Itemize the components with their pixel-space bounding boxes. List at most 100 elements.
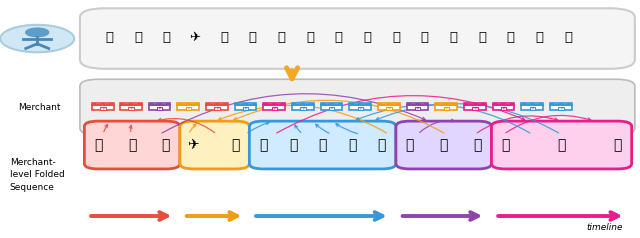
FancyBboxPatch shape (568, 103, 572, 105)
Text: 🥛: 🥛 (134, 31, 142, 44)
FancyBboxPatch shape (481, 103, 486, 105)
Text: 📱: 📱 (364, 31, 371, 44)
FancyBboxPatch shape (550, 103, 554, 105)
Text: ⚡: ⚡ (445, 106, 448, 111)
Text: 🥛: 🥛 (319, 138, 327, 152)
FancyBboxPatch shape (92, 105, 114, 110)
Text: ⚡: ⚡ (358, 106, 362, 111)
Circle shape (26, 28, 49, 37)
FancyBboxPatch shape (263, 103, 268, 105)
FancyBboxPatch shape (252, 103, 257, 105)
FancyBboxPatch shape (281, 103, 285, 105)
FancyBboxPatch shape (493, 103, 497, 105)
FancyBboxPatch shape (186, 107, 191, 110)
FancyBboxPatch shape (195, 103, 199, 105)
FancyArrowPatch shape (104, 125, 108, 132)
Text: 🍲: 🍲 (614, 138, 622, 152)
Text: 🍚: 🍚 (501, 138, 509, 152)
Text: 🍚: 🍚 (277, 31, 285, 44)
Text: 📱: 📱 (406, 138, 414, 152)
FancyBboxPatch shape (358, 103, 362, 105)
FancyBboxPatch shape (435, 105, 457, 110)
Text: 🥛: 🥛 (335, 31, 342, 44)
Text: ⚡: ⚡ (215, 106, 219, 111)
FancyBboxPatch shape (80, 79, 635, 135)
FancyBboxPatch shape (415, 107, 420, 110)
FancyArrowPatch shape (189, 124, 196, 132)
FancyBboxPatch shape (387, 107, 392, 110)
FancyBboxPatch shape (424, 103, 429, 105)
FancyArrowPatch shape (234, 100, 444, 133)
Text: 🥦: 🥦 (392, 31, 400, 44)
FancyBboxPatch shape (250, 121, 396, 169)
FancyBboxPatch shape (464, 103, 468, 105)
FancyArrowPatch shape (295, 125, 301, 133)
FancyBboxPatch shape (109, 103, 114, 105)
FancyBboxPatch shape (406, 103, 411, 105)
FancyBboxPatch shape (338, 103, 342, 105)
FancyBboxPatch shape (177, 105, 199, 110)
Text: ⚡: ⚡ (186, 106, 190, 111)
FancyBboxPatch shape (358, 107, 363, 110)
FancyArrowPatch shape (356, 105, 530, 133)
FancyBboxPatch shape (177, 103, 182, 105)
Text: ⚡: ⚡ (330, 106, 333, 111)
FancyBboxPatch shape (387, 103, 391, 105)
Text: ⚡: ⚡ (531, 106, 534, 111)
FancyBboxPatch shape (148, 103, 153, 105)
FancyBboxPatch shape (214, 103, 219, 105)
FancyBboxPatch shape (396, 103, 400, 105)
Text: 🍲: 🍲 (507, 31, 515, 44)
FancyBboxPatch shape (330, 103, 333, 105)
FancyBboxPatch shape (321, 103, 325, 105)
FancyBboxPatch shape (464, 105, 486, 110)
FancyArrowPatch shape (477, 116, 557, 133)
FancyBboxPatch shape (530, 107, 535, 110)
Text: 🚆: 🚆 (420, 31, 429, 44)
FancyBboxPatch shape (223, 103, 228, 105)
FancyArrowPatch shape (276, 96, 525, 133)
FancyBboxPatch shape (166, 103, 170, 105)
Text: ⚡: ⚡ (158, 106, 161, 111)
FancyBboxPatch shape (444, 107, 449, 110)
FancyBboxPatch shape (300, 107, 305, 110)
Text: ⚡: ⚡ (273, 106, 276, 111)
Text: ⚡: ⚡ (244, 106, 247, 111)
FancyBboxPatch shape (559, 103, 563, 105)
Text: ⚡: ⚡ (559, 106, 563, 111)
FancyBboxPatch shape (214, 107, 220, 110)
FancyBboxPatch shape (349, 103, 354, 105)
FancyBboxPatch shape (558, 107, 564, 110)
Circle shape (0, 25, 74, 52)
FancyBboxPatch shape (235, 105, 257, 110)
Text: ✈️: ✈️ (188, 138, 200, 152)
FancyBboxPatch shape (472, 107, 477, 110)
Text: 📱: 📱 (163, 31, 171, 44)
FancyBboxPatch shape (157, 103, 162, 105)
Text: Merchant-
level Folded
Sequence: Merchant- level Folded Sequence (10, 158, 65, 192)
Text: timeline: timeline (586, 223, 623, 232)
Text: ⚡: ⚡ (301, 106, 305, 111)
FancyArrowPatch shape (336, 124, 358, 134)
FancyArrowPatch shape (316, 124, 329, 133)
FancyBboxPatch shape (186, 103, 191, 105)
FancyBboxPatch shape (129, 103, 133, 105)
FancyBboxPatch shape (272, 103, 276, 105)
FancyBboxPatch shape (120, 103, 124, 105)
Text: 🍗: 🍗 (306, 31, 314, 44)
Text: 🥚: 🥚 (378, 138, 386, 152)
FancyArrowPatch shape (218, 105, 387, 133)
FancyBboxPatch shape (92, 103, 96, 105)
Text: 🥃: 🥃 (220, 31, 228, 44)
FancyArrowPatch shape (129, 125, 132, 132)
Text: ⚡: ⚡ (502, 106, 506, 111)
FancyBboxPatch shape (84, 121, 180, 169)
FancyBboxPatch shape (235, 103, 239, 105)
FancyBboxPatch shape (530, 103, 534, 105)
FancyBboxPatch shape (148, 105, 170, 110)
FancyBboxPatch shape (501, 103, 506, 105)
FancyBboxPatch shape (444, 103, 449, 105)
Text: 📱: 📱 (478, 31, 486, 44)
FancyBboxPatch shape (452, 103, 457, 105)
FancyBboxPatch shape (138, 103, 142, 105)
